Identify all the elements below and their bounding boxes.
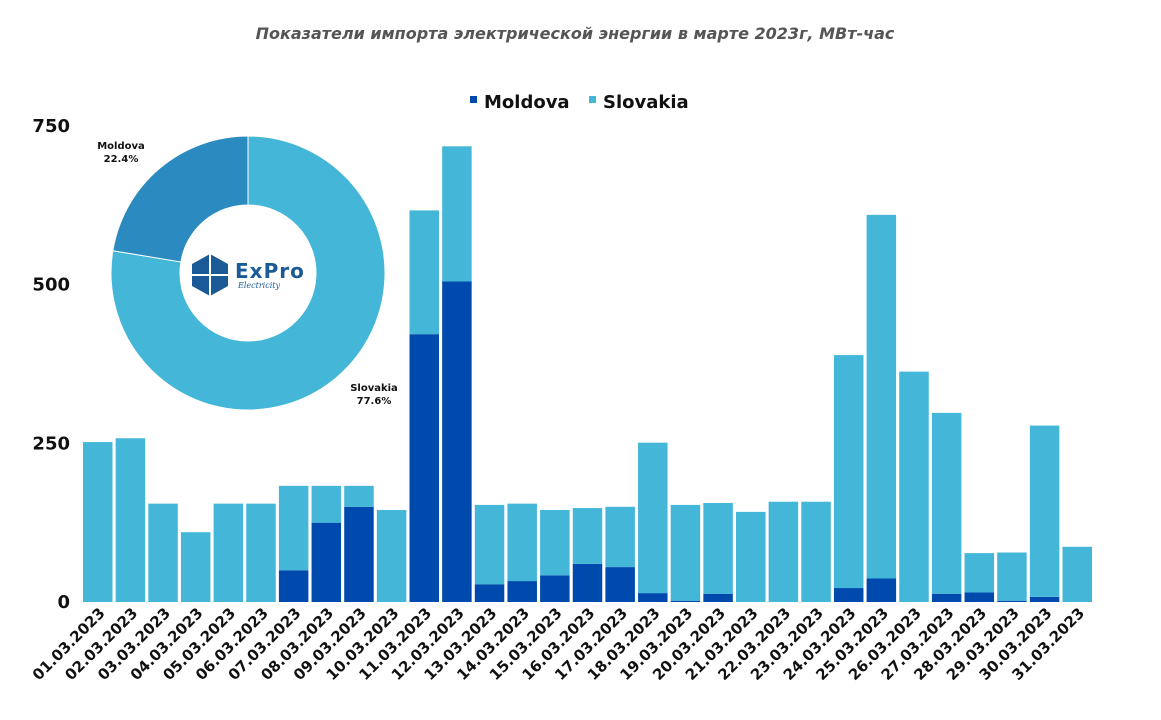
bar-slovakia-08.03.2023	[311, 485, 342, 523]
chart-title: Показатели импорта электрической энергии…	[256, 24, 895, 43]
bar-slovakia-27.03.2023	[931, 412, 962, 594]
pie-label-moldova: Moldova	[97, 141, 145, 152]
cube-icon	[192, 254, 228, 296]
bar-slovakia-03.03.2023	[148, 503, 178, 602]
bar-moldova-20.03.2023	[703, 593, 733, 602]
logo-subtitle: Electricity	[237, 281, 280, 290]
legend-label-slovakia: Slovakia	[603, 92, 689, 113]
bar-slovakia-30.03.2023	[1029, 425, 1060, 597]
legend-label-moldova: Moldova	[484, 92, 570, 113]
bar-moldova-24.03.2023	[833, 588, 864, 602]
bar-slovakia-23.03.2023	[801, 501, 831, 602]
bar-slovakia-01.03.2023	[83, 442, 113, 602]
bar-moldova-29.03.2023	[997, 600, 1027, 602]
legend: Moldova Slovakia	[470, 92, 689, 113]
donut-slice-moldova	[112, 135, 249, 263]
bar-slovakia-31.03.2023	[1062, 546, 1092, 602]
bar-moldova-28.03.2023	[964, 592, 995, 602]
bar-moldova-27.03.2023	[931, 593, 962, 602]
logo-text: ExPro	[235, 259, 305, 283]
bar-slovakia-29.03.2023	[997, 552, 1027, 601]
pie-percent-moldova: 22.4%	[104, 154, 139, 165]
bar-slovakia-05.03.2023	[213, 503, 244, 602]
bar-slovakia-12.03.2023	[442, 146, 472, 282]
bar-slovakia-28.03.2023	[964, 553, 995, 593]
expro-logo: ExPro Electricity	[192, 254, 305, 296]
bar-slovakia-06.03.2023	[246, 503, 276, 602]
bar-moldova-09.03.2023	[344, 506, 374, 602]
bar-slovakia-22.03.2023	[768, 501, 799, 602]
bar-slovakia-25.03.2023	[866, 214, 897, 579]
x-axis: 01.03.202302.03.202303.03.202304.03.2023…	[29, 604, 1088, 684]
bar-moldova-19.03.2023	[670, 600, 701, 602]
bar-slovakia-13.03.2023	[474, 504, 505, 585]
pie-label-slovakia: Slovakia	[350, 383, 398, 394]
bar-series	[83, 146, 1092, 602]
bar-moldova-16.03.2023	[572, 563, 603, 602]
y-tick-label: 0	[57, 592, 70, 613]
bar-slovakia-18.03.2023	[638, 442, 668, 594]
bar-moldova-25.03.2023	[866, 578, 897, 602]
bar-slovakia-14.03.2023	[507, 503, 537, 582]
bar-slovakia-11.03.2023	[409, 210, 439, 335]
y-tick-label: 750	[32, 116, 70, 137]
bar-slovakia-02.03.2023	[115, 438, 146, 602]
bar-moldova-30.03.2023	[1029, 596, 1060, 602]
bar-moldova-15.03.2023	[540, 575, 570, 602]
bar-moldova-11.03.2023	[409, 334, 439, 602]
bar-moldova-12.03.2023	[442, 281, 472, 602]
bar-slovakia-15.03.2023	[540, 509, 570, 576]
bar-moldova-13.03.2023	[474, 584, 505, 602]
bar-moldova-14.03.2023	[507, 581, 537, 602]
y-axis: 0 250 500 750	[32, 116, 70, 613]
bar-slovakia-17.03.2023	[605, 506, 635, 568]
bar-slovakia-16.03.2023	[572, 508, 603, 564]
bar-slovakia-21.03.2023	[736, 511, 766, 602]
bar-slovakia-04.03.2023	[180, 532, 211, 602]
bar-slovakia-10.03.2023	[376, 509, 407, 602]
bar-moldova-17.03.2023	[605, 567, 635, 602]
bar-slovakia-09.03.2023	[344, 485, 374, 507]
legend-swatch-slovakia	[589, 96, 596, 103]
bar-moldova-07.03.2023	[278, 570, 309, 602]
donut-chart	[110, 135, 386, 411]
bar-slovakia-19.03.2023	[670, 504, 701, 601]
donut-labels: Moldova 22.4% Slovakia 77.6%	[97, 141, 398, 407]
bar-slovakia-20.03.2023	[703, 502, 733, 594]
pie-percent-slovakia: 77.6%	[357, 396, 392, 407]
bar-slovakia-24.03.2023	[833, 355, 864, 589]
bar-moldova-18.03.2023	[638, 593, 668, 602]
y-tick-label: 500	[32, 275, 70, 296]
legend-swatch-moldova	[470, 96, 477, 103]
y-tick-label: 250	[32, 433, 70, 454]
donut-slice-slovakia	[110, 135, 386, 411]
bar-moldova-08.03.2023	[311, 522, 342, 602]
bar-slovakia-26.03.2023	[899, 371, 929, 602]
bar-slovakia-07.03.2023	[278, 485, 309, 571]
